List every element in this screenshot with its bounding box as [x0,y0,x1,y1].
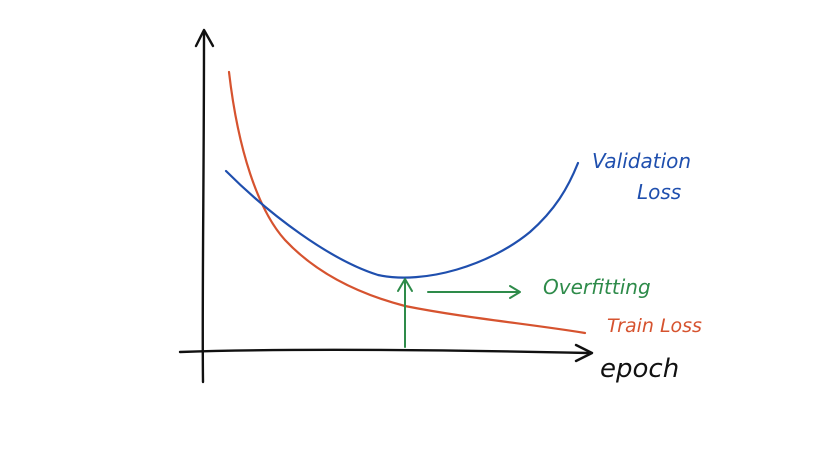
validation-loss-label-line2: Loss [637,180,681,204]
train-loss-curve [227,70,587,335]
x-axis [178,348,590,355]
x-axis-label: epoch [600,354,679,384]
axes [178,28,594,384]
x-axis-arrowhead [574,343,594,363]
validation-loss-curve [224,161,580,279]
train-loss-label: Train Loss [607,315,702,337]
validation-loss-label-line1: Validation [592,149,691,173]
overfitting-horizontal-arrowhead [509,285,521,299]
overfitting-marker [397,278,521,348]
y-axis [201,30,206,384]
overfitting-label: Overfitting [543,275,651,299]
y-axis-arrowhead [194,28,215,48]
overfitting-vertical-arrowhead [397,278,413,292]
